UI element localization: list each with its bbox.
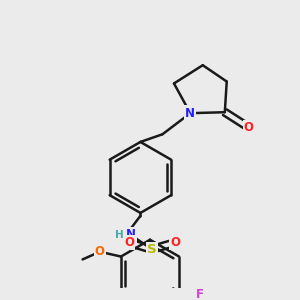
Text: O: O	[244, 121, 254, 134]
Text: O: O	[124, 236, 134, 249]
Text: H: H	[115, 230, 124, 240]
Text: N: N	[185, 107, 195, 120]
Text: N: N	[126, 229, 136, 242]
Text: F: F	[196, 288, 204, 300]
Text: S: S	[147, 243, 157, 256]
Text: O: O	[170, 236, 180, 249]
Text: O: O	[95, 245, 105, 258]
